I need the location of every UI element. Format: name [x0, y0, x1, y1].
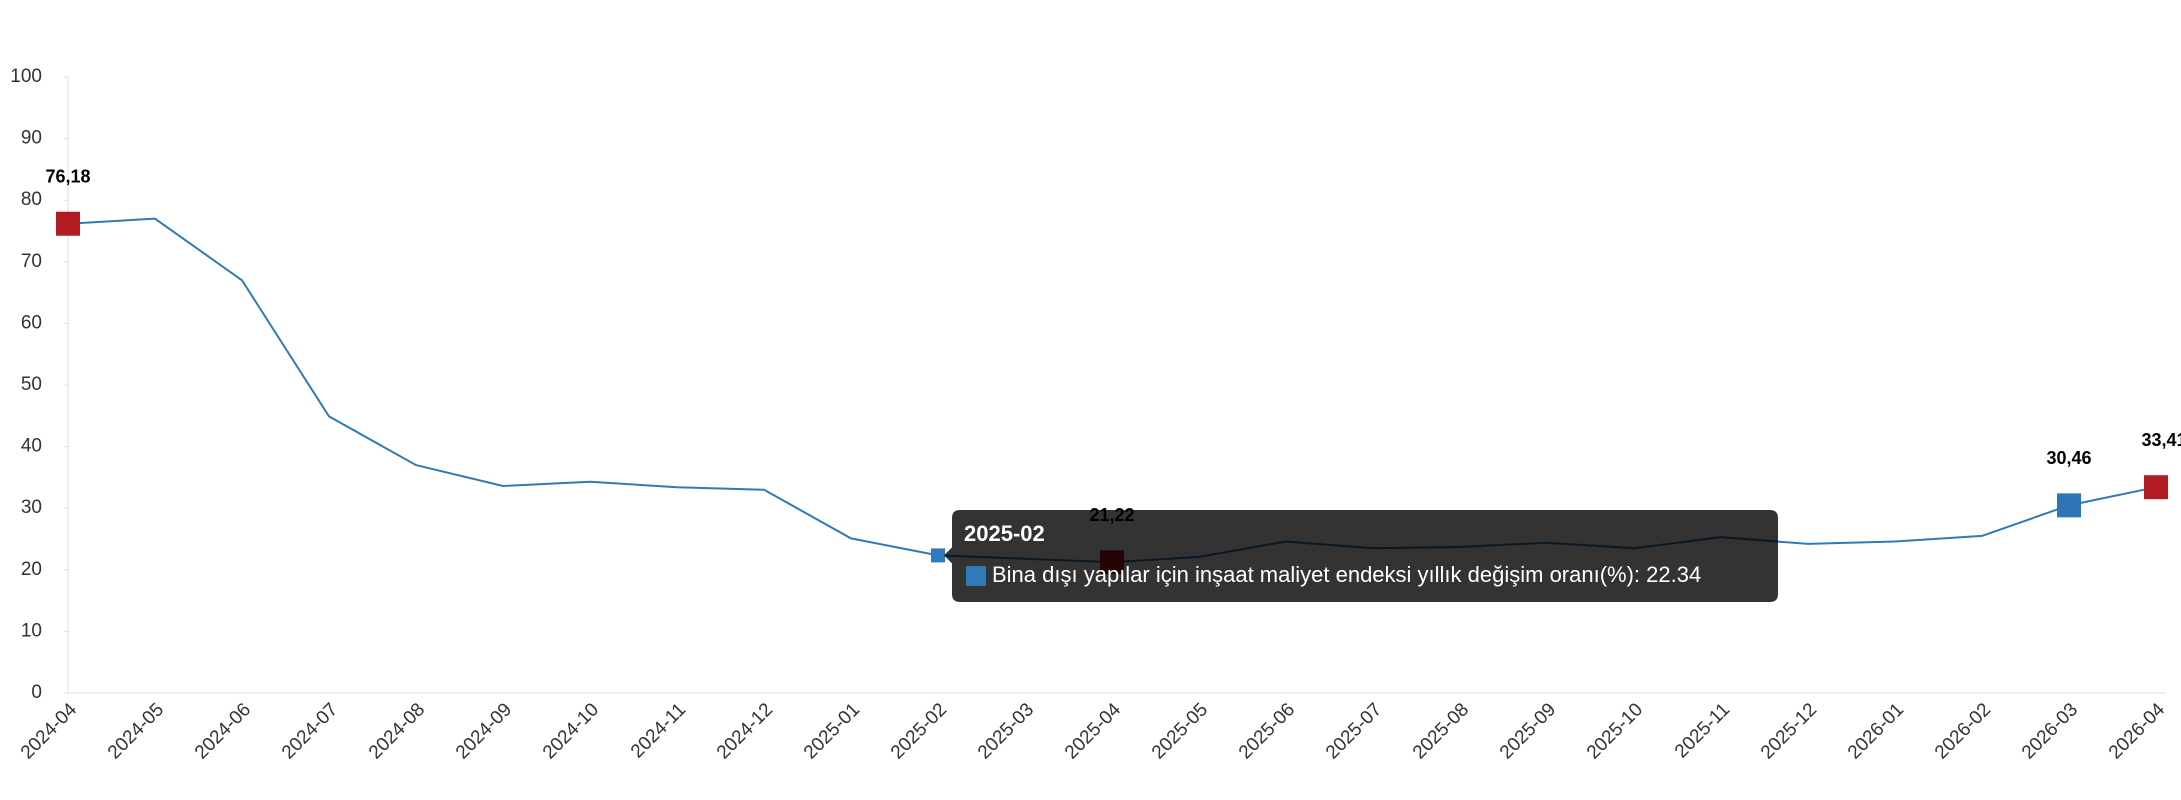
x-tick-label: 2024-07 [278, 699, 342, 763]
x-tick-label: 2025-10 [1583, 699, 1647, 763]
y-tick-label: 100 [10, 66, 42, 87]
tooltip-label: Bina dışı yapılar için inşaat maliyet en… [992, 562, 1701, 587]
x-tick-label: 2025-12 [1757, 699, 1821, 763]
x-tick-label: 2025-07 [1322, 699, 1386, 763]
point-marker [2057, 493, 2081, 518]
tooltip-title: 2025-02 [964, 521, 1045, 546]
x-tick-label: 2025-11 [1671, 699, 1734, 762]
x-tick-label: 2024-10 [539, 699, 603, 763]
y-tick-label: 20 [21, 559, 42, 580]
x-tick-label: 2025-02 [887, 699, 951, 763]
y-tick-label: 10 [21, 620, 42, 641]
tooltip-box [944, 510, 1778, 602]
tooltip-swatch [966, 566, 986, 586]
x-tick-label: 2026-03 [2018, 699, 2082, 763]
point-marker [56, 211, 80, 236]
x-tick-label: 2025-01 [800, 699, 864, 763]
value-label: 33,41 [2141, 430, 2181, 450]
y-tick-label: 70 [21, 251, 42, 272]
x-tick-label: 2025-09 [1496, 699, 1560, 763]
y-tick-label: 80 [21, 189, 42, 210]
x-tick-label: 2025-03 [974, 699, 1038, 763]
x-tick-label: 2024-11 [627, 699, 690, 762]
x-tick-label: 2026-02 [1931, 699, 1995, 763]
x-tick-label: 2024-08 [365, 699, 429, 763]
point-marker [2144, 475, 2168, 500]
x-tick-label: 2024-06 [191, 699, 255, 763]
x-tick-label: 2025-05 [1148, 699, 1212, 763]
y-tick-label: 60 [21, 312, 42, 333]
value-label: 30,46 [2046, 448, 2091, 468]
y-tick-label: 0 [31, 682, 42, 703]
x-tick-label: 2026-04 [2105, 699, 2169, 763]
x-tick-label: 2025-04 [1061, 699, 1125, 763]
hover-marker [931, 548, 945, 563]
x-tick-label: 2026-01 [1844, 699, 1908, 763]
x-tick-label: 2024-12 [713, 699, 777, 763]
x-tick-label: 2024-09 [452, 699, 516, 763]
value-label: 76,18 [45, 166, 90, 186]
y-tick-label: 90 [21, 128, 42, 149]
y-tick-label: 30 [21, 497, 42, 518]
x-tick-label: 2025-08 [1409, 699, 1473, 763]
x-tick-label: 2024-05 [104, 699, 168, 763]
x-tick-label: 2025-06 [1235, 699, 1299, 763]
y-tick-label: 50 [21, 374, 42, 395]
y-tick-label: 40 [21, 436, 42, 457]
x-tick-label: 2024-04 [17, 699, 81, 763]
